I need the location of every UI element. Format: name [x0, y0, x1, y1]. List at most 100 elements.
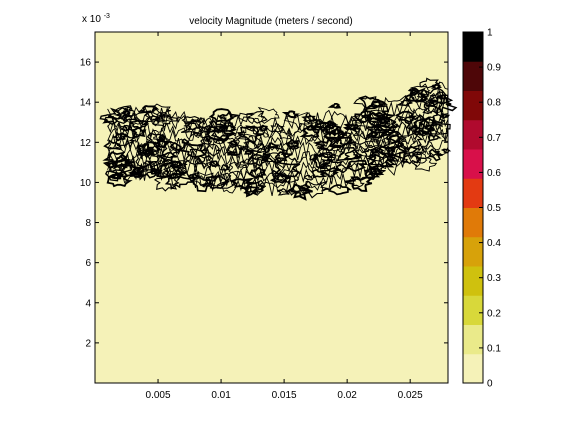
contour-line	[351, 178, 365, 188]
contour-line	[113, 105, 138, 123]
contour-strand	[107, 90, 449, 139]
contour-line	[428, 148, 443, 162]
x-tick-label: 0.015	[272, 390, 297, 401]
contour-strand	[107, 109, 449, 162]
contour-line	[343, 150, 363, 160]
contour-line	[367, 167, 385, 176]
y-axis-ticks: 2 4 6 8 10 12 14 16	[80, 58, 448, 349]
y-tick-label: 14	[80, 98, 92, 109]
contour-line	[164, 174, 194, 190]
contour-line	[346, 159, 368, 172]
contour-line	[153, 176, 180, 192]
colorbar-cell	[463, 324, 483, 355]
contour-line	[410, 83, 431, 97]
contour-line	[246, 110, 268, 124]
contour-line	[419, 77, 440, 89]
contour-line	[243, 148, 257, 155]
colorbar-cell	[463, 119, 483, 150]
colorbar-ticks: 0 0.1 0.2 0.3 0.4 0.5 0.6 0.7 0.8 0.9 1	[479, 28, 501, 390]
y-axis-exponent-base: x 10	[82, 14, 101, 25]
x-axis-ticks: 0.005 0.01 0.015 0.02 0.025	[146, 32, 423, 401]
contour-line	[257, 106, 280, 124]
colorbar-cell	[463, 149, 483, 179]
contour-line	[309, 154, 319, 161]
contour-line	[303, 174, 314, 181]
contour-line	[287, 183, 313, 201]
contour-line	[234, 133, 263, 150]
contour-line	[319, 163, 331, 169]
contour-strand	[107, 114, 449, 169]
contour-strand	[107, 146, 449, 196]
contour-line	[106, 171, 133, 188]
contour-line	[149, 162, 170, 175]
x-tick-label: 0.025	[398, 390, 423, 401]
contour-line	[281, 110, 300, 119]
x-tick-label: 0.02	[337, 390, 357, 401]
contour-strand	[107, 122, 449, 176]
y-tick-label: 4	[85, 298, 91, 309]
colorbar-cell	[463, 236, 483, 267]
colorbar-tick-label: 0.7	[487, 133, 501, 144]
contour-line	[305, 114, 317, 121]
y-tick-label: 16	[80, 58, 92, 69]
x-tick-label: 0.01	[211, 390, 231, 401]
contour-line	[427, 134, 442, 142]
contour-line	[396, 141, 404, 149]
colorbar-tick-label: 0.3	[487, 273, 501, 284]
contour-line	[299, 124, 320, 139]
contour-line	[312, 137, 342, 152]
contour-line	[238, 112, 255, 123]
chart-title: velocity Magnitude (meters / second)	[189, 16, 352, 27]
contour-line	[128, 116, 145, 125]
y-tick-label: 12	[80, 138, 92, 149]
y-axis-exponent-power: -3	[104, 13, 110, 20]
contour-line	[187, 122, 200, 131]
y-tick-label: 10	[80, 178, 92, 189]
contour-line	[184, 148, 210, 165]
colorbar-cell	[463, 295, 483, 325]
contour-line	[104, 169, 124, 182]
x-tick-label: 0.005	[146, 390, 171, 401]
contour-line	[303, 180, 329, 199]
colorbar-cell	[463, 266, 483, 296]
colorbar-cell	[463, 32, 483, 62]
contour-plot: 0.005 0.01 0.015 0.02 0.025 2 4 6 8 10 12 14 16	[80, 31, 458, 401]
contour-strand	[107, 103, 449, 154]
contour-strand	[107, 96, 449, 149]
contour-strand	[107, 81, 449, 136]
contour-line	[407, 87, 421, 94]
plot-frame	[94, 31, 449, 384]
contour-line	[311, 168, 328, 179]
contour-line	[353, 96, 381, 109]
contour-line	[227, 150, 238, 156]
contour-line	[152, 103, 171, 118]
contour-line	[269, 173, 289, 184]
colorbar-tick-label: 0.6	[487, 168, 501, 179]
contour-line	[208, 108, 233, 123]
contour-lines	[99, 77, 458, 201]
contour-line	[138, 105, 160, 114]
contour-line	[401, 158, 409, 164]
contour-line	[327, 184, 353, 196]
contour-strand	[107, 128, 449, 183]
contour-line	[149, 114, 162, 121]
colorbar-tick-label: 0.4	[487, 238, 501, 249]
y-axis-exponent: x 10 -3	[82, 13, 110, 25]
contour-line	[327, 103, 342, 109]
contour-line	[418, 87, 447, 107]
colorbar-tick-label: 1	[487, 28, 493, 39]
contour-line	[273, 161, 301, 178]
colorbar-tick-label: 0.9	[487, 63, 501, 74]
colorbar-tick-label: 0.1	[487, 343, 501, 354]
colorbar-cell	[463, 353, 483, 384]
contour-line	[202, 143, 221, 157]
contour-line	[266, 142, 280, 149]
colorbar-tick-label: 0	[487, 379, 493, 390]
contour-line	[157, 151, 178, 164]
contour-line	[277, 187, 292, 196]
colorbar: 0 0.1 0.2 0.3 0.4 0.5 0.6 0.7 0.8 0.9 1	[462, 28, 501, 390]
contour-line	[377, 145, 396, 158]
contour-strand	[107, 139, 449, 191]
colorbar-cell	[463, 90, 483, 121]
